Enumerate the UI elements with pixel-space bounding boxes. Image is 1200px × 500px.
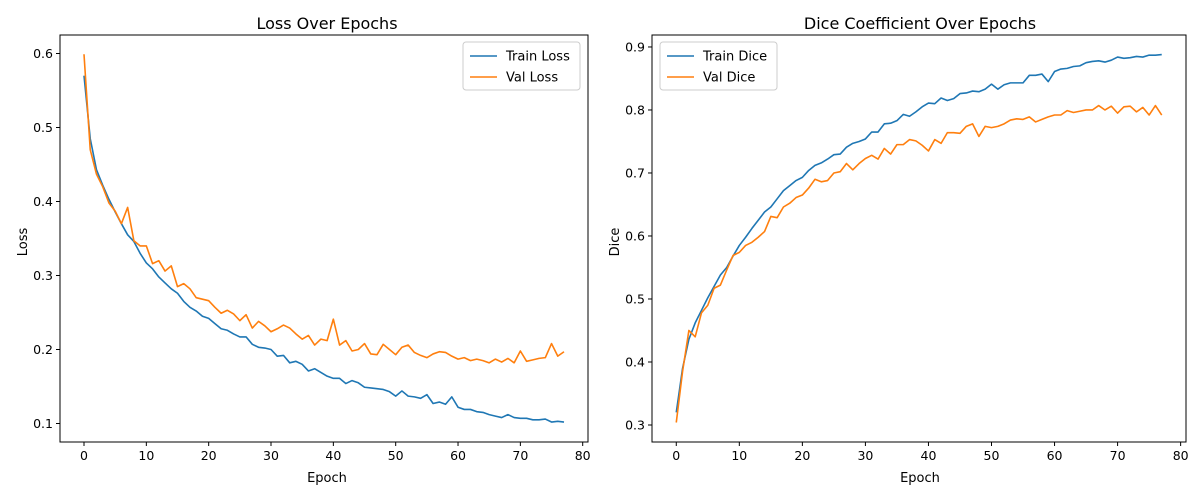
loss-chart-plot-area <box>83 54 565 423</box>
loss-chart-xtick-label: 70 <box>512 448 528 463</box>
dice-chart-series-val-dice-line <box>675 104 1163 423</box>
loss-chart-ytick-label: 0.6 <box>33 46 53 61</box>
dice-chart-ytick-label: 0.6 <box>625 228 645 243</box>
loss-chart-series-val-loss-line <box>83 54 565 364</box>
dice-chart-ytick-label: 0.3 <box>625 417 645 432</box>
dice-chart-xtick-label: 70 <box>1110 448 1126 463</box>
dice-chart-xtick-label: 50 <box>984 448 1000 463</box>
dice-chart-xlabel: Epoch <box>900 471 940 486</box>
loss-chart-ticks: 0 10 20 30 40 50 60 70 80 0.1 0.2 0.3 0.4 0.5 0.6 <box>33 46 591 463</box>
dice-chart-xtick-label: 80 <box>1173 448 1189 463</box>
loss-chart-legend-box <box>462 41 581 91</box>
loss-chart-ytick-label: 0.2 <box>33 342 53 357</box>
loss-chart-legend: Train Loss Val Loss <box>462 41 581 91</box>
loss-chart-legend-label: Val Loss <box>506 71 558 86</box>
dice-chart-ytick-label: 0.5 <box>625 291 645 306</box>
loss-chart-xtick-label: 80 <box>575 448 591 463</box>
loss-chart-xtick-label: 20 <box>201 448 217 463</box>
dice-chart-series-train-dice-line <box>675 53 1162 413</box>
loss-chart-ytick-label: 0.4 <box>33 194 53 209</box>
loss-chart-title: Loss Over Epochs <box>256 14 397 33</box>
loss-chart-frame <box>59 34 589 443</box>
loss-chart: Loss Over Epochs Epoch Loss 0 10 20 30 40 50 6… <box>16 14 591 486</box>
dice-chart-title: Dice Coefficient Over Epochs <box>804 14 1036 33</box>
dice-chart-legend-label: Val Dice <box>703 71 755 86</box>
loss-chart-xtick-label: 60 <box>450 448 466 463</box>
loss-chart-ylabel: Loss <box>16 228 31 257</box>
dice-chart-legend-label: Train Dice <box>702 50 767 65</box>
loss-chart-xtick-label: 40 <box>325 448 341 463</box>
loss-chart-legend-label: Train Loss <box>505 50 570 65</box>
dice-chart-xtick-label: 40 <box>921 448 937 463</box>
loss-chart-ytick-label: 0.3 <box>33 268 53 283</box>
dice-chart-ticks: 0 10 20 30 40 50 60 70 80 0.3 0.4 0.5 0.6 0.7 0.8 0.9 <box>625 39 1189 463</box>
dice-chart-frame <box>651 34 1187 443</box>
dice-chart-legend: Train Dice Val Dice <box>659 41 778 91</box>
loss-chart-ytick-label: 0.1 <box>33 416 53 431</box>
dice-chart-xtick-label: 30 <box>857 448 873 463</box>
loss-chart-series-train-loss-line <box>83 75 565 423</box>
loss-chart-xtick-label: 30 <box>263 448 279 463</box>
dice-chart: Dice Coefficient Over Epochs Epoch Dice … <box>608 14 1189 486</box>
loss-chart-xlabel: Epoch <box>307 471 347 486</box>
loss-chart-xtick-label: 50 <box>388 448 404 463</box>
dice-chart-xtick-label: 10 <box>731 448 747 463</box>
dice-chart-ytick-label: 0.8 <box>625 102 645 117</box>
loss-chart-ytick-label: 0.5 <box>33 120 53 135</box>
dice-chart-ytick-label: 0.9 <box>625 39 645 54</box>
dice-chart-ylabel: Dice <box>608 228 623 257</box>
dice-chart-ytick-label: 0.7 <box>625 165 645 180</box>
dice-chart-xtick-label: 20 <box>794 448 810 463</box>
dice-chart-xtick-label: 0 <box>672 448 680 463</box>
dice-chart-plot-area <box>675 53 1163 423</box>
loss-chart-xtick-label: 0 <box>80 448 88 463</box>
dice-chart-ytick-label: 0.4 <box>625 354 645 369</box>
dice-chart-xtick-label: 60 <box>1047 448 1063 463</box>
loss-chart-xtick-label: 10 <box>138 448 154 463</box>
dice-chart-legend-box <box>659 41 778 91</box>
